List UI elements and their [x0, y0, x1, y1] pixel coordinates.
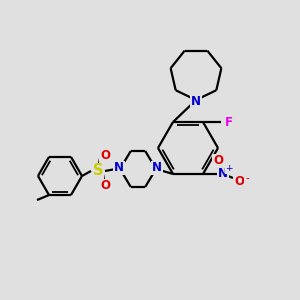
Text: S: S: [93, 164, 103, 178]
Text: N: N: [114, 161, 124, 175]
Text: O: O: [100, 179, 110, 193]
Text: +: +: [225, 164, 233, 173]
Text: N: N: [152, 161, 162, 175]
Text: F: F: [225, 116, 233, 128]
Text: O: O: [234, 176, 244, 188]
Text: N: N: [191, 94, 201, 107]
Text: N: N: [218, 167, 228, 181]
Text: O: O: [213, 154, 223, 167]
Text: -: -: [245, 173, 249, 183]
Text: O: O: [100, 149, 110, 163]
